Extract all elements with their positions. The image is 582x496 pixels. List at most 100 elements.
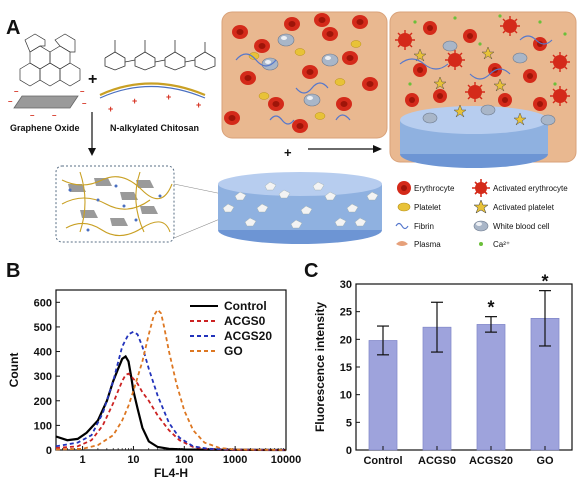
svg-text:Ca²⁺: Ca²⁺	[493, 240, 510, 249]
y-tick-label: 100	[34, 420, 52, 432]
svg-text:–: –	[52, 111, 57, 120]
erythrocyte-icon	[405, 93, 419, 107]
fibrin-strand	[399, 58, 449, 70]
panel-c-letter: C	[304, 260, 318, 282]
y-axis-title: Count	[7, 353, 21, 388]
white-blood-cell-icon	[442, 40, 458, 52]
chitosan-chain	[61, 176, 173, 200]
series-line-control	[55, 354, 287, 452]
erythrocyte-icon	[322, 27, 338, 41]
erythrocyte-icon	[254, 39, 270, 53]
graphene-flake-icon	[324, 191, 337, 201]
fibrin-strand	[335, 114, 351, 121]
y-tick-label: 15	[340, 362, 352, 374]
calcium-ion-icon	[453, 16, 457, 20]
svg-text:White blood cell: White blood cell	[493, 222, 550, 231]
svg-text:+: +	[108, 104, 113, 114]
fibrin-strand	[519, 35, 553, 45]
x-tick-label: 10	[127, 454, 139, 466]
series-line-acgs20	[55, 330, 287, 451]
white-blood-cell-icon	[512, 52, 528, 64]
erythrocyte-icon	[342, 51, 358, 65]
plot-frame	[55, 289, 287, 451]
activated-platelet-icon	[453, 104, 467, 118]
graphene-oxide-structure: – – – – – –	[8, 33, 87, 120]
composite-network-inset	[55, 165, 175, 243]
activated-platelet-icon	[433, 76, 447, 90]
graphene-sheet-icon	[120, 192, 138, 200]
legend-calcium: Ca²⁺	[479, 240, 510, 249]
white-blood-cell-icon	[277, 33, 295, 47]
legend-platelet: Platelet	[397, 202, 441, 212]
significance-marker: *	[541, 272, 548, 292]
calcium-ion-icon	[553, 82, 557, 86]
platelet-icon	[258, 92, 270, 100]
chitosan-chain	[65, 221, 171, 237]
erythrocyte-icon	[433, 89, 447, 103]
graphene-sheet-icon	[94, 178, 112, 186]
activated-erythrocyte-icon	[445, 50, 465, 70]
svg-text:Fibrin: Fibrin	[414, 222, 434, 231]
y-tick-label: 200	[34, 396, 52, 408]
graphene-flake-icon	[300, 205, 313, 215]
erythrocyte-icon	[523, 69, 537, 83]
calcium-ion-icon	[498, 14, 502, 18]
y-tick-label: 300	[34, 371, 52, 383]
legend-label: Control	[224, 299, 267, 313]
graphene-sheet-icon	[136, 180, 154, 188]
legend-fibrin: Fibrin	[395, 222, 434, 231]
calcium-ion-icon	[408, 82, 412, 86]
svg-text:Plasma: Plasma	[414, 240, 441, 249]
erythrocyte-icon	[302, 65, 318, 79]
y-tick-label: 30	[340, 279, 352, 291]
svg-text:Activated platelet: Activated platelet	[493, 203, 555, 212]
graphene-flake-icon	[290, 219, 303, 229]
activated-erythrocyte-icon	[500, 16, 520, 36]
graphene-sheet-icon	[13, 95, 79, 109]
activated-erythrocyte-icon	[550, 52, 570, 72]
x-tick-label: 10000	[271, 454, 302, 466]
white-blood-cell-icon	[540, 114, 556, 126]
y-tick-label: 500	[34, 322, 52, 334]
graphene-flake-icon	[278, 189, 291, 199]
svg-text:–: –	[30, 111, 35, 120]
series-line-go	[55, 308, 287, 451]
y-axis-title: Fluorescence intensity	[313, 302, 327, 432]
white-blood-cell-icon	[261, 57, 279, 71]
y-tick-label: 10	[340, 390, 352, 402]
white-blood-cell-icon	[321, 53, 339, 67]
erythrocyte-icon	[463, 29, 477, 43]
graphene-flake-icon	[222, 203, 235, 213]
erythrocyte-icon	[413, 63, 427, 77]
y-tick-label: 5	[346, 417, 352, 429]
y-tick-label: 0	[346, 445, 352, 457]
x-axis-title: FL4-H	[154, 466, 188, 480]
graphene-flake-icon	[334, 217, 347, 227]
legend-label: ACGS20	[224, 329, 272, 343]
svg-text:–: –	[8, 97, 13, 106]
calcium-ion-icon	[563, 32, 567, 36]
erythrocyte-icon	[224, 111, 240, 125]
erythrocyte-icon	[268, 97, 284, 111]
svg-text:Activated erythrocyte: Activated erythrocyte	[493, 184, 568, 193]
graphene-flake-icon	[354, 217, 367, 227]
y-tick-label: 20	[340, 334, 352, 346]
y-tick-label: 0	[46, 445, 52, 457]
activated-platelet-icon	[493, 78, 507, 92]
erythrocyte-icon	[336, 97, 352, 111]
panel-a: A – – – – – – Graphene Oxide +	[6, 11, 577, 249]
calcium-ion-icon	[478, 42, 482, 46]
activated-erythrocyte-icon	[550, 86, 570, 106]
graphene-sheet-icon	[140, 206, 158, 214]
graphene-flake-icon	[244, 217, 257, 227]
white-blood-cell-icon	[422, 112, 438, 124]
sponge-cylinder	[218, 172, 382, 244]
platelet-icon	[314, 112, 326, 120]
legend-label: GO	[224, 344, 243, 358]
plasma-blood-box	[221, 11, 388, 139]
x-tick-label: 1	[80, 454, 86, 466]
graphene-flake-icon	[366, 191, 379, 201]
bar-acgs20	[476, 324, 506, 451]
plus-sign-mid: +	[284, 145, 292, 160]
